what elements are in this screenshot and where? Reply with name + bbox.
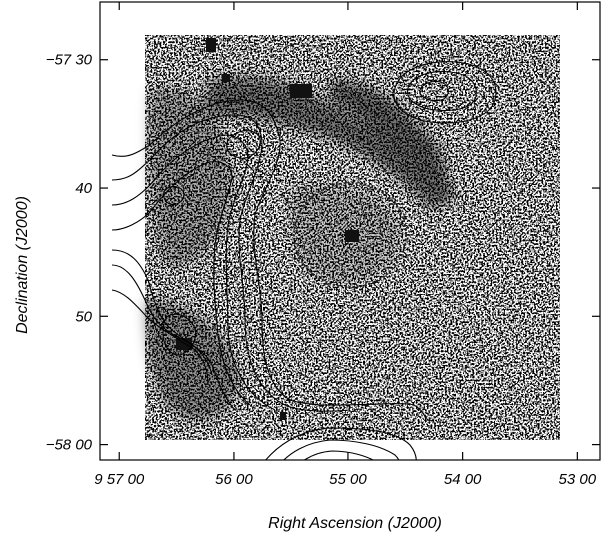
y-tick-label: 40 xyxy=(75,180,92,197)
plot-frame xyxy=(99,1,601,461)
y-tick-label: −58 00 xyxy=(46,437,93,454)
x-tick-label: 9 57 00 xyxy=(94,471,145,488)
x-tick-label: 55 00 xyxy=(329,471,367,488)
x-tick-label: 56 00 xyxy=(215,471,253,488)
x-axis-title: Right Ascension (J2000) xyxy=(268,515,442,532)
y-axis-title: Declination (J2000) xyxy=(14,196,31,334)
y-axis: −57 30 40 50 −58 00 xyxy=(46,52,600,454)
x-axis: 9 57 00 56 00 55 00 54 00 53 00 xyxy=(94,2,597,488)
sky-image xyxy=(145,35,560,440)
x-tick-label: 54 00 xyxy=(444,471,482,488)
y-tick-label: −57 30 xyxy=(46,52,93,69)
y-tick-label: 50 xyxy=(75,308,92,325)
x-tick-label: 53 00 xyxy=(559,471,597,488)
contour-overlay xyxy=(111,61,497,460)
